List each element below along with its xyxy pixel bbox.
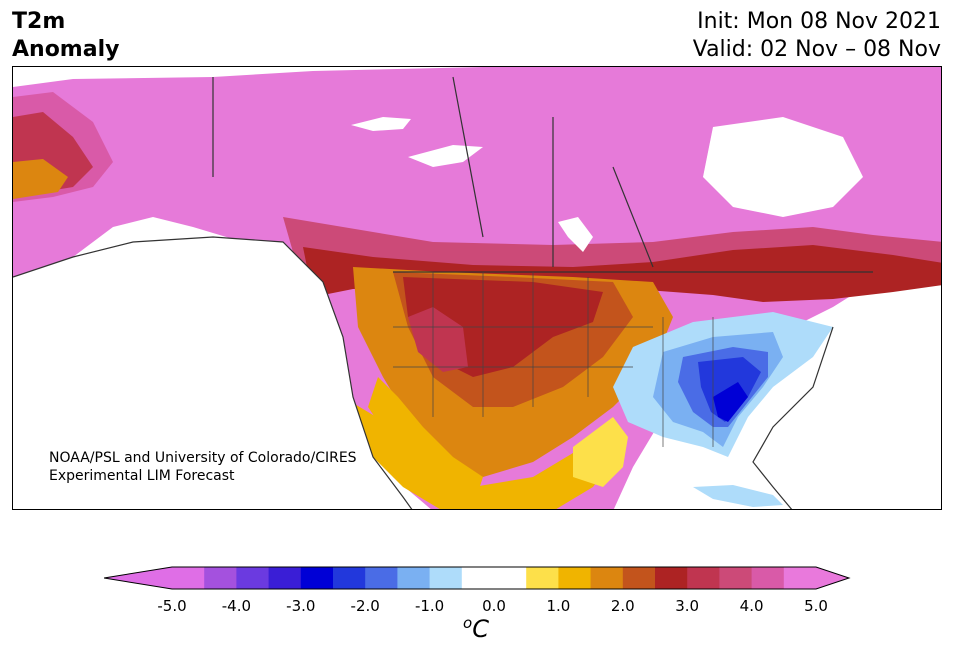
colorbar-bin — [268, 567, 302, 589]
colorbar-bin — [461, 567, 495, 589]
colorbar-tick-label: -5.0 — [157, 597, 187, 615]
ocean — [13, 237, 412, 509]
colorbar-bin — [172, 567, 205, 589]
map-title: T2m Anomaly — [12, 8, 119, 64]
colorbar-tick-label: 1.0 — [546, 597, 571, 615]
water-body — [408, 145, 483, 167]
colorbar-bin — [751, 567, 785, 589]
colorbar-outline — [104, 566, 851, 590]
water-body — [703, 117, 863, 217]
southern-us-warm-band — [573, 417, 628, 487]
colorbar-bin — [494, 567, 527, 589]
colorbar-bin — [687, 567, 720, 589]
colorbar — [104, 566, 851, 590]
colorbar-bin — [622, 567, 656, 589]
colorbar-bin — [558, 567, 592, 589]
forecast-dates: Init: Mon 08 Nov 2021 Valid: 02 Nov – 08… — [693, 8, 941, 64]
colorbar-bin — [783, 567, 817, 589]
variable-label: T2m — [12, 9, 66, 34]
eastern-us-cold-core — [713, 382, 748, 422]
quantity-label: Anomaly — [12, 37, 120, 62]
credit-line-2: Experimental LIM Forecast — [49, 468, 235, 484]
colorbar-tick-label: -3.0 — [286, 597, 316, 615]
colorbar-tick-label: 5.0 — [804, 597, 828, 615]
colorbar-bin — [719, 567, 753, 589]
state-borders — [393, 272, 714, 447]
credit-line-1: NOAA/PSL and University of Colorado/CIRE… — [49, 450, 357, 466]
colorbar-bin — [655, 567, 688, 589]
colorbar-tick-label: -1.0 — [414, 597, 445, 615]
unit-superscript: o — [463, 614, 473, 632]
colorbar-bin — [365, 567, 398, 589]
colorbar-bin — [397, 567, 431, 589]
colorbar-extend-low — [104, 567, 172, 589]
colorbar-bin — [204, 567, 237, 589]
colorbar-tick-label: -2.0 — [350, 597, 380, 615]
colorbar-bin — [236, 567, 270, 589]
water-body — [558, 217, 593, 252]
colorbar-extend-high — [816, 567, 849, 589]
anomaly-map — [13, 67, 941, 509]
colorbar-bin — [333, 567, 366, 589]
colorbar-bin — [526, 567, 559, 589]
southern-us-warm-band — [343, 397, 623, 509]
unit-symbol: C — [472, 615, 489, 643]
colorbar-tick-label: 2.0 — [610, 597, 635, 615]
ocean — [753, 317, 941, 509]
caribbean-cold-region — [693, 485, 783, 507]
colorbar-tick-label: 4.0 — [739, 597, 764, 615]
credit-text: NOAA/PSL and University of Colorado/CIRE… — [49, 449, 357, 485]
init-date: Init: Mon 08 Nov 2021 — [697, 9, 941, 34]
colorbar-bin — [300, 567, 334, 589]
map-panel — [12, 66, 942, 510]
colorbar-bin — [429, 567, 463, 589]
colorbar-bin — [590, 567, 624, 589]
alaska-warm-band — [13, 159, 68, 199]
water-body — [351, 117, 411, 131]
coastlines — [13, 76, 873, 509]
western-us-warm-core — [408, 307, 468, 372]
unit-label: oC — [463, 614, 489, 643]
colorbar-tick-label: -4.0 — [221, 597, 252, 615]
colorbar-tick-label: 3.0 — [675, 597, 700, 615]
canada-border-warm-band — [303, 245, 941, 302]
baja-warm-band — [368, 377, 483, 492]
colorbar-tick-label: 0.0 — [482, 597, 506, 615]
valid-range: Valid: 02 Nov – 08 Nov — [692, 37, 941, 62]
